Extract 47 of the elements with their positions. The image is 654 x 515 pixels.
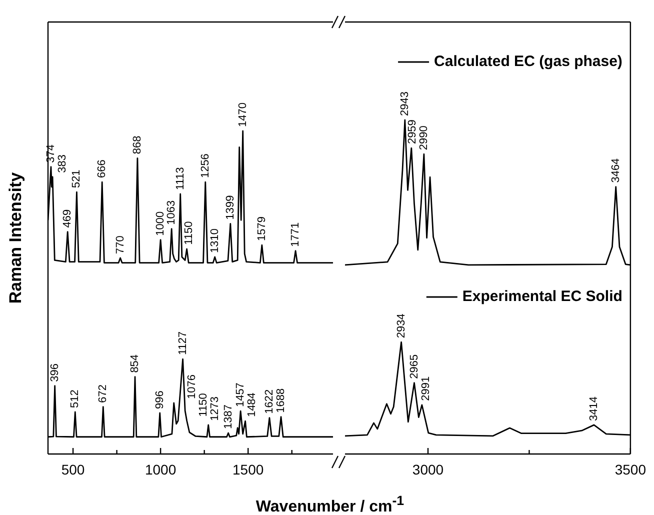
annotation: 2943 — [398, 92, 411, 116]
annotation: 1470 — [236, 102, 249, 128]
annotation: 396 — [48, 363, 61, 382]
annotation: 672 — [97, 384, 110, 403]
annotation: 1484 — [246, 392, 258, 418]
annotation: 1076 — [186, 374, 198, 399]
annotation: 2991 — [420, 376, 432, 401]
annotation: 1622 — [263, 389, 276, 414]
annotation: 854 — [129, 354, 142, 373]
legend-label: Calculated EC (gas phase) — [434, 53, 622, 70]
annotation: 1399 — [224, 195, 236, 220]
annotation: 666 — [96, 160, 108, 178]
annotation: 1579 — [256, 216, 268, 242]
annotation: 2959 — [406, 120, 418, 144]
annotation: 383 — [56, 154, 69, 173]
annotation: 1771 — [290, 222, 302, 247]
annotation: 1688 — [275, 388, 288, 413]
annotation: 868 — [131, 136, 144, 154]
annotation: 1113 — [174, 167, 186, 190]
x-axis-title: Wavenumber / cm$^{-1}$ — [254, 493, 406, 515]
annotation: 1150 — [197, 393, 210, 417]
annotation: 1127 — [176, 331, 189, 356]
annotation: 3414 — [588, 396, 600, 421]
annotation: 2934 — [395, 314, 408, 338]
y-axis-title: Raman Intensity — [6, 171, 26, 306]
x-tick-label: 1500 — [232, 461, 264, 478]
annotation: 521 — [70, 170, 83, 188]
annotation: 2965 — [408, 354, 420, 379]
annotation: 512 — [69, 390, 82, 408]
annotation: 2990 — [418, 126, 430, 150]
annotation: 1150 — [182, 221, 195, 245]
annotation: 469 — [62, 209, 74, 228]
annotation: 996 — [154, 390, 166, 409]
annotation: 1000 — [154, 211, 167, 236]
legend-label: Experimental EC Solid — [462, 288, 622, 306]
annotation: 1256 — [199, 154, 212, 178]
annotation: 1273 — [208, 396, 221, 421]
annotation: 1387 — [222, 404, 234, 430]
annotation: 770 — [114, 236, 126, 254]
annotation: 1310 — [208, 228, 221, 253]
annotation: 3464 — [610, 158, 622, 183]
x-tick-label: 1000 — [144, 461, 176, 478]
x-tick-label: 3000 — [412, 461, 444, 478]
annotation: 1063 — [166, 200, 178, 225]
annotation: 1457 — [234, 382, 247, 408]
x-tick-label: 3500 — [614, 461, 646, 478]
x-tick-label: 500 — [61, 461, 85, 478]
